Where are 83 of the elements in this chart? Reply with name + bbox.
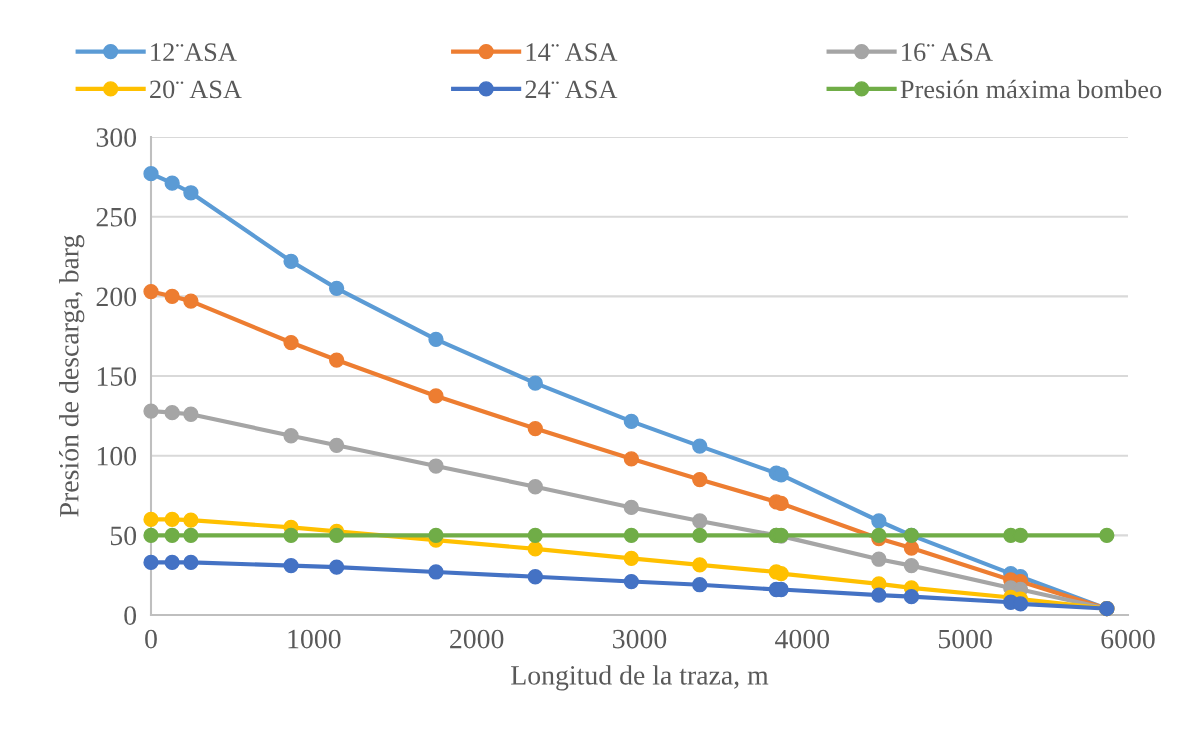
y-tick-label: 300 [96, 128, 137, 147]
point [164, 405, 180, 421]
point [773, 467, 789, 483]
y-tick-label: 50 [110, 526, 137, 546]
point [1099, 527, 1115, 543]
point [143, 527, 159, 543]
point [871, 551, 887, 567]
point [903, 540, 920, 556]
point [527, 375, 543, 391]
y-tick-label: 250 [96, 207, 137, 227]
point [183, 406, 199, 422]
y-axis-title: Presión de descarga, barg [59, 235, 85, 517]
point [283, 334, 299, 351]
point [692, 527, 708, 543]
point [183, 512, 199, 528]
point [183, 185, 199, 201]
legend-label: 12¨ASA [151, 43, 237, 62]
point [428, 331, 444, 347]
point [283, 527, 299, 543]
point [428, 388, 444, 404]
y-tick-label: 150 [97, 367, 137, 386]
point [871, 527, 887, 543]
point [183, 293, 199, 309]
point [183, 527, 199, 543]
point [283, 253, 299, 269]
y-tick-label: 200 [96, 287, 137, 307]
point [527, 569, 543, 585]
x-tick-label: 3000 [613, 629, 667, 649]
point [143, 554, 159, 571]
point [692, 471, 708, 488]
point [164, 527, 180, 543]
point [328, 352, 345, 368]
x-tick-label: 1000 [288, 629, 341, 649]
point [428, 458, 444, 474]
point [623, 451, 639, 467]
point [623, 499, 639, 516]
point [328, 559, 345, 575]
point [692, 513, 708, 529]
point [164, 175, 180, 191]
point [164, 288, 180, 304]
point [183, 554, 199, 571]
point [623, 550, 639, 567]
point [623, 413, 639, 430]
x-axis-title: Longitud de la traza, m [511, 665, 769, 691]
point [623, 573, 639, 590]
point [527, 420, 543, 437]
y-tick-label: 100 [97, 446, 137, 466]
point [164, 511, 180, 528]
x-tick-label: 5000 [939, 629, 992, 649]
legend-label: 20¨ ASA [150, 80, 242, 99]
point [428, 527, 444, 543]
point [283, 557, 299, 574]
x-tick-label: 6000 [1101, 629, 1155, 649]
point [328, 437, 345, 453]
point [871, 587, 887, 603]
point [143, 166, 159, 182]
point [143, 283, 159, 300]
point [143, 511, 159, 528]
point [903, 557, 920, 574]
point [903, 589, 920, 605]
point [692, 577, 708, 593]
point [283, 428, 299, 444]
legend-label: 16¨ ASA [902, 43, 993, 62]
point [692, 438, 708, 454]
x-tick-label: 4000 [775, 629, 830, 649]
point [527, 541, 543, 557]
point [527, 527, 543, 543]
point [1012, 596, 1029, 612]
point [164, 554, 180, 571]
point [623, 527, 639, 543]
legend-label: 24¨ ASA [525, 80, 618, 99]
legend-label: Presión máxima bombeo [900, 79, 1162, 99]
x-tick-label: 0 [145, 629, 157, 649]
point [527, 479, 543, 495]
point [143, 403, 159, 419]
legend-label: 14¨ ASA [526, 43, 618, 62]
point [328, 527, 345, 543]
point [428, 564, 444, 580]
point [871, 513, 887, 529]
point [692, 557, 708, 573]
point [328, 280, 345, 297]
x-tick-label: 2000 [450, 629, 504, 649]
y-tick-label: 0 [124, 606, 137, 625]
